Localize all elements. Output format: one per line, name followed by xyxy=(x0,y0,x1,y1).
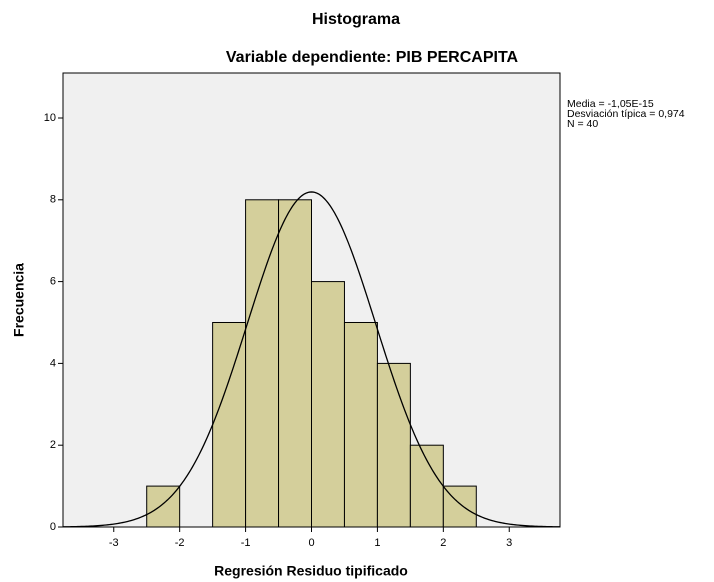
bar xyxy=(212,321,247,528)
x-tick-label: -3 xyxy=(109,537,119,549)
chart-subtitle: Variable dependiente: PIB PERCAPITA xyxy=(226,49,519,66)
y-tick-label: 10 xyxy=(44,112,56,124)
stats-text: Desviación típica = 0,974 xyxy=(567,108,685,120)
bar xyxy=(343,321,378,528)
x-tick-label: -1 xyxy=(241,537,251,549)
chart-title: Histograma xyxy=(312,11,400,28)
bar xyxy=(311,281,345,528)
x-tick-label: 2 xyxy=(440,537,446,549)
x-tick-label: 1 xyxy=(374,537,380,549)
y-axis-title: Frecuencia xyxy=(11,263,27,337)
x-axis-title: Regresión Residuo tipificado xyxy=(214,563,408,579)
y-tick-label: 4 xyxy=(50,357,56,369)
stats-text: N = 40 xyxy=(567,118,598,130)
stats-text: Media = -1,05E-15 xyxy=(567,98,654,110)
bar xyxy=(245,199,280,528)
x-tick-label: -2 xyxy=(175,537,185,549)
x-tick-label: 3 xyxy=(506,537,512,549)
normal-curve xyxy=(62,191,561,528)
y-tick-label: 6 xyxy=(50,276,56,288)
y-tick-label: 8 xyxy=(50,194,56,206)
y-tick-label: 2 xyxy=(50,439,56,451)
bar xyxy=(278,199,313,528)
y-tick-label: 0 xyxy=(50,521,56,533)
bar xyxy=(409,444,444,528)
x-tick-label: 0 xyxy=(308,537,314,549)
bar xyxy=(376,362,411,528)
